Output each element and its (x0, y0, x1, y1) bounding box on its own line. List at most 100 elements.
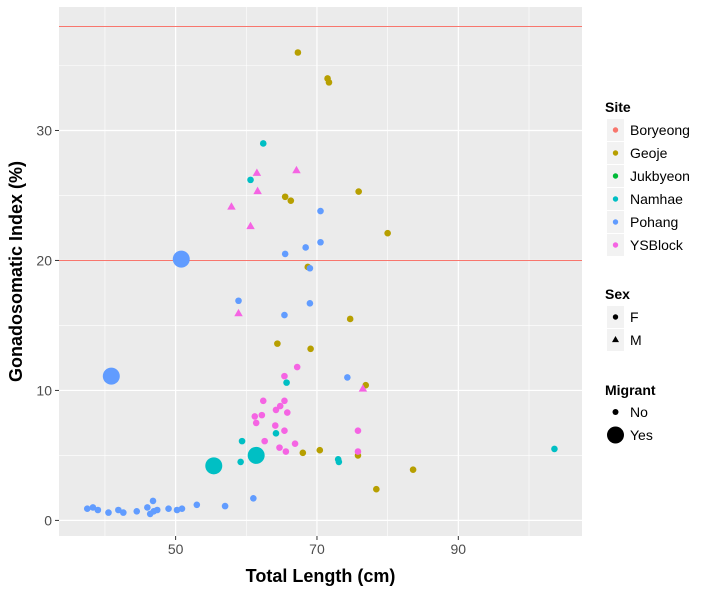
data-point (146, 510, 154, 518)
legend-site-key (612, 219, 619, 225)
data-point (247, 176, 254, 184)
data-point (274, 340, 281, 347)
data-point (281, 311, 288, 319)
y-tick-label: 0 (44, 512, 52, 528)
data-point (354, 448, 362, 455)
data-point (193, 501, 201, 509)
legend-site-entries: Boryeong Geoje Jukbyeon Namhae Pohang YSBlock (607, 119, 690, 256)
y-tick-label: 20 (36, 252, 52, 268)
legend-sex-label: M (630, 332, 642, 348)
data-point (259, 397, 267, 405)
data-point (384, 229, 391, 237)
data-point (316, 446, 324, 454)
legend-site-label: Pohang (630, 214, 678, 230)
data-point (221, 502, 229, 510)
legend-migrant-label: Yes (630, 427, 653, 443)
legend-sex-entries: FM (607, 306, 642, 351)
data-point (144, 504, 151, 511)
data-point (281, 193, 289, 201)
legend-sex-label: F (630, 309, 639, 325)
y-axis: 0 10 20 30 (36, 122, 59, 528)
data-point (173, 506, 181, 514)
data-point (354, 427, 362, 435)
data-point (252, 168, 262, 176)
legend-site-key (612, 127, 619, 133)
data-point (259, 140, 267, 147)
data-point (293, 363, 301, 371)
data-point (165, 505, 172, 513)
data-point (172, 250, 190, 268)
data-point (227, 202, 236, 210)
legend-site-key (612, 242, 619, 248)
data-point (373, 485, 380, 493)
data-point (252, 419, 260, 427)
data-point (247, 446, 265, 464)
legend-site-key (612, 150, 619, 156)
legend-migrant-key (612, 409, 619, 415)
data-point (178, 505, 186, 513)
data-point (246, 221, 255, 230)
data-point (237, 458, 244, 466)
data-point (281, 397, 288, 405)
data-point (205, 457, 223, 475)
data-point (271, 422, 279, 429)
data-point (94, 506, 102, 514)
data-point (282, 448, 290, 455)
legend-site-label: Jukbyeon (630, 168, 690, 184)
data-point (294, 49, 302, 56)
data-point (299, 449, 307, 457)
data-point (317, 238, 324, 246)
data-point (276, 444, 283, 451)
legend-sex-title: Sex (605, 286, 630, 302)
x-axis: 50 70 90 (168, 536, 466, 557)
x-tick-label: 70 (309, 541, 325, 557)
data-point (334, 456, 342, 463)
data-point (302, 244, 309, 251)
data-points (83, 49, 558, 518)
legend-site-label: YSBlock (630, 237, 684, 253)
legend-sex-key (612, 314, 619, 320)
data-point (238, 437, 246, 445)
data-point (105, 509, 112, 516)
data-point (317, 207, 324, 215)
data-point (551, 445, 558, 453)
data-point (261, 437, 268, 445)
x-tick-label: 90 (451, 541, 467, 557)
data-point (149, 497, 157, 505)
data-point (235, 297, 242, 305)
data-point (102, 367, 120, 385)
data-point (281, 427, 288, 435)
data-point (272, 406, 280, 414)
data-point (115, 506, 122, 514)
data-point (306, 264, 314, 272)
legend-migrant-title: Migrant (605, 382, 656, 398)
data-point (258, 411, 266, 419)
data-point (281, 372, 288, 380)
data-point (409, 466, 417, 474)
data-point (346, 315, 354, 323)
reference-lines (59, 25, 582, 261)
legend-sex-key (612, 335, 619, 343)
plot-panel (59, 7, 582, 536)
legend: Site Boryeong Geoje Jukbyeon Namhae Pohang YS… (605, 99, 690, 444)
legend-migrant-key (607, 426, 624, 444)
data-point (272, 430, 280, 437)
y-tick-label: 10 (36, 382, 52, 398)
legend-site-label: Geoje (630, 145, 668, 161)
data-point (234, 308, 243, 317)
legend-site-key (612, 173, 619, 179)
data-point (120, 509, 127, 516)
data-point (307, 345, 314, 353)
legend-site-label: Namhae (630, 191, 683, 207)
data-point (358, 384, 368, 392)
legend-migrant-label: No (630, 404, 648, 420)
minor-gridlines (59, 7, 582, 536)
data-point (306, 300, 314, 307)
data-point (250, 495, 257, 502)
data-point (355, 188, 362, 195)
data-point (281, 250, 289, 258)
data-point (276, 402, 284, 410)
data-point (251, 413, 259, 420)
data-point (133, 508, 141, 515)
data-point (253, 186, 262, 195)
